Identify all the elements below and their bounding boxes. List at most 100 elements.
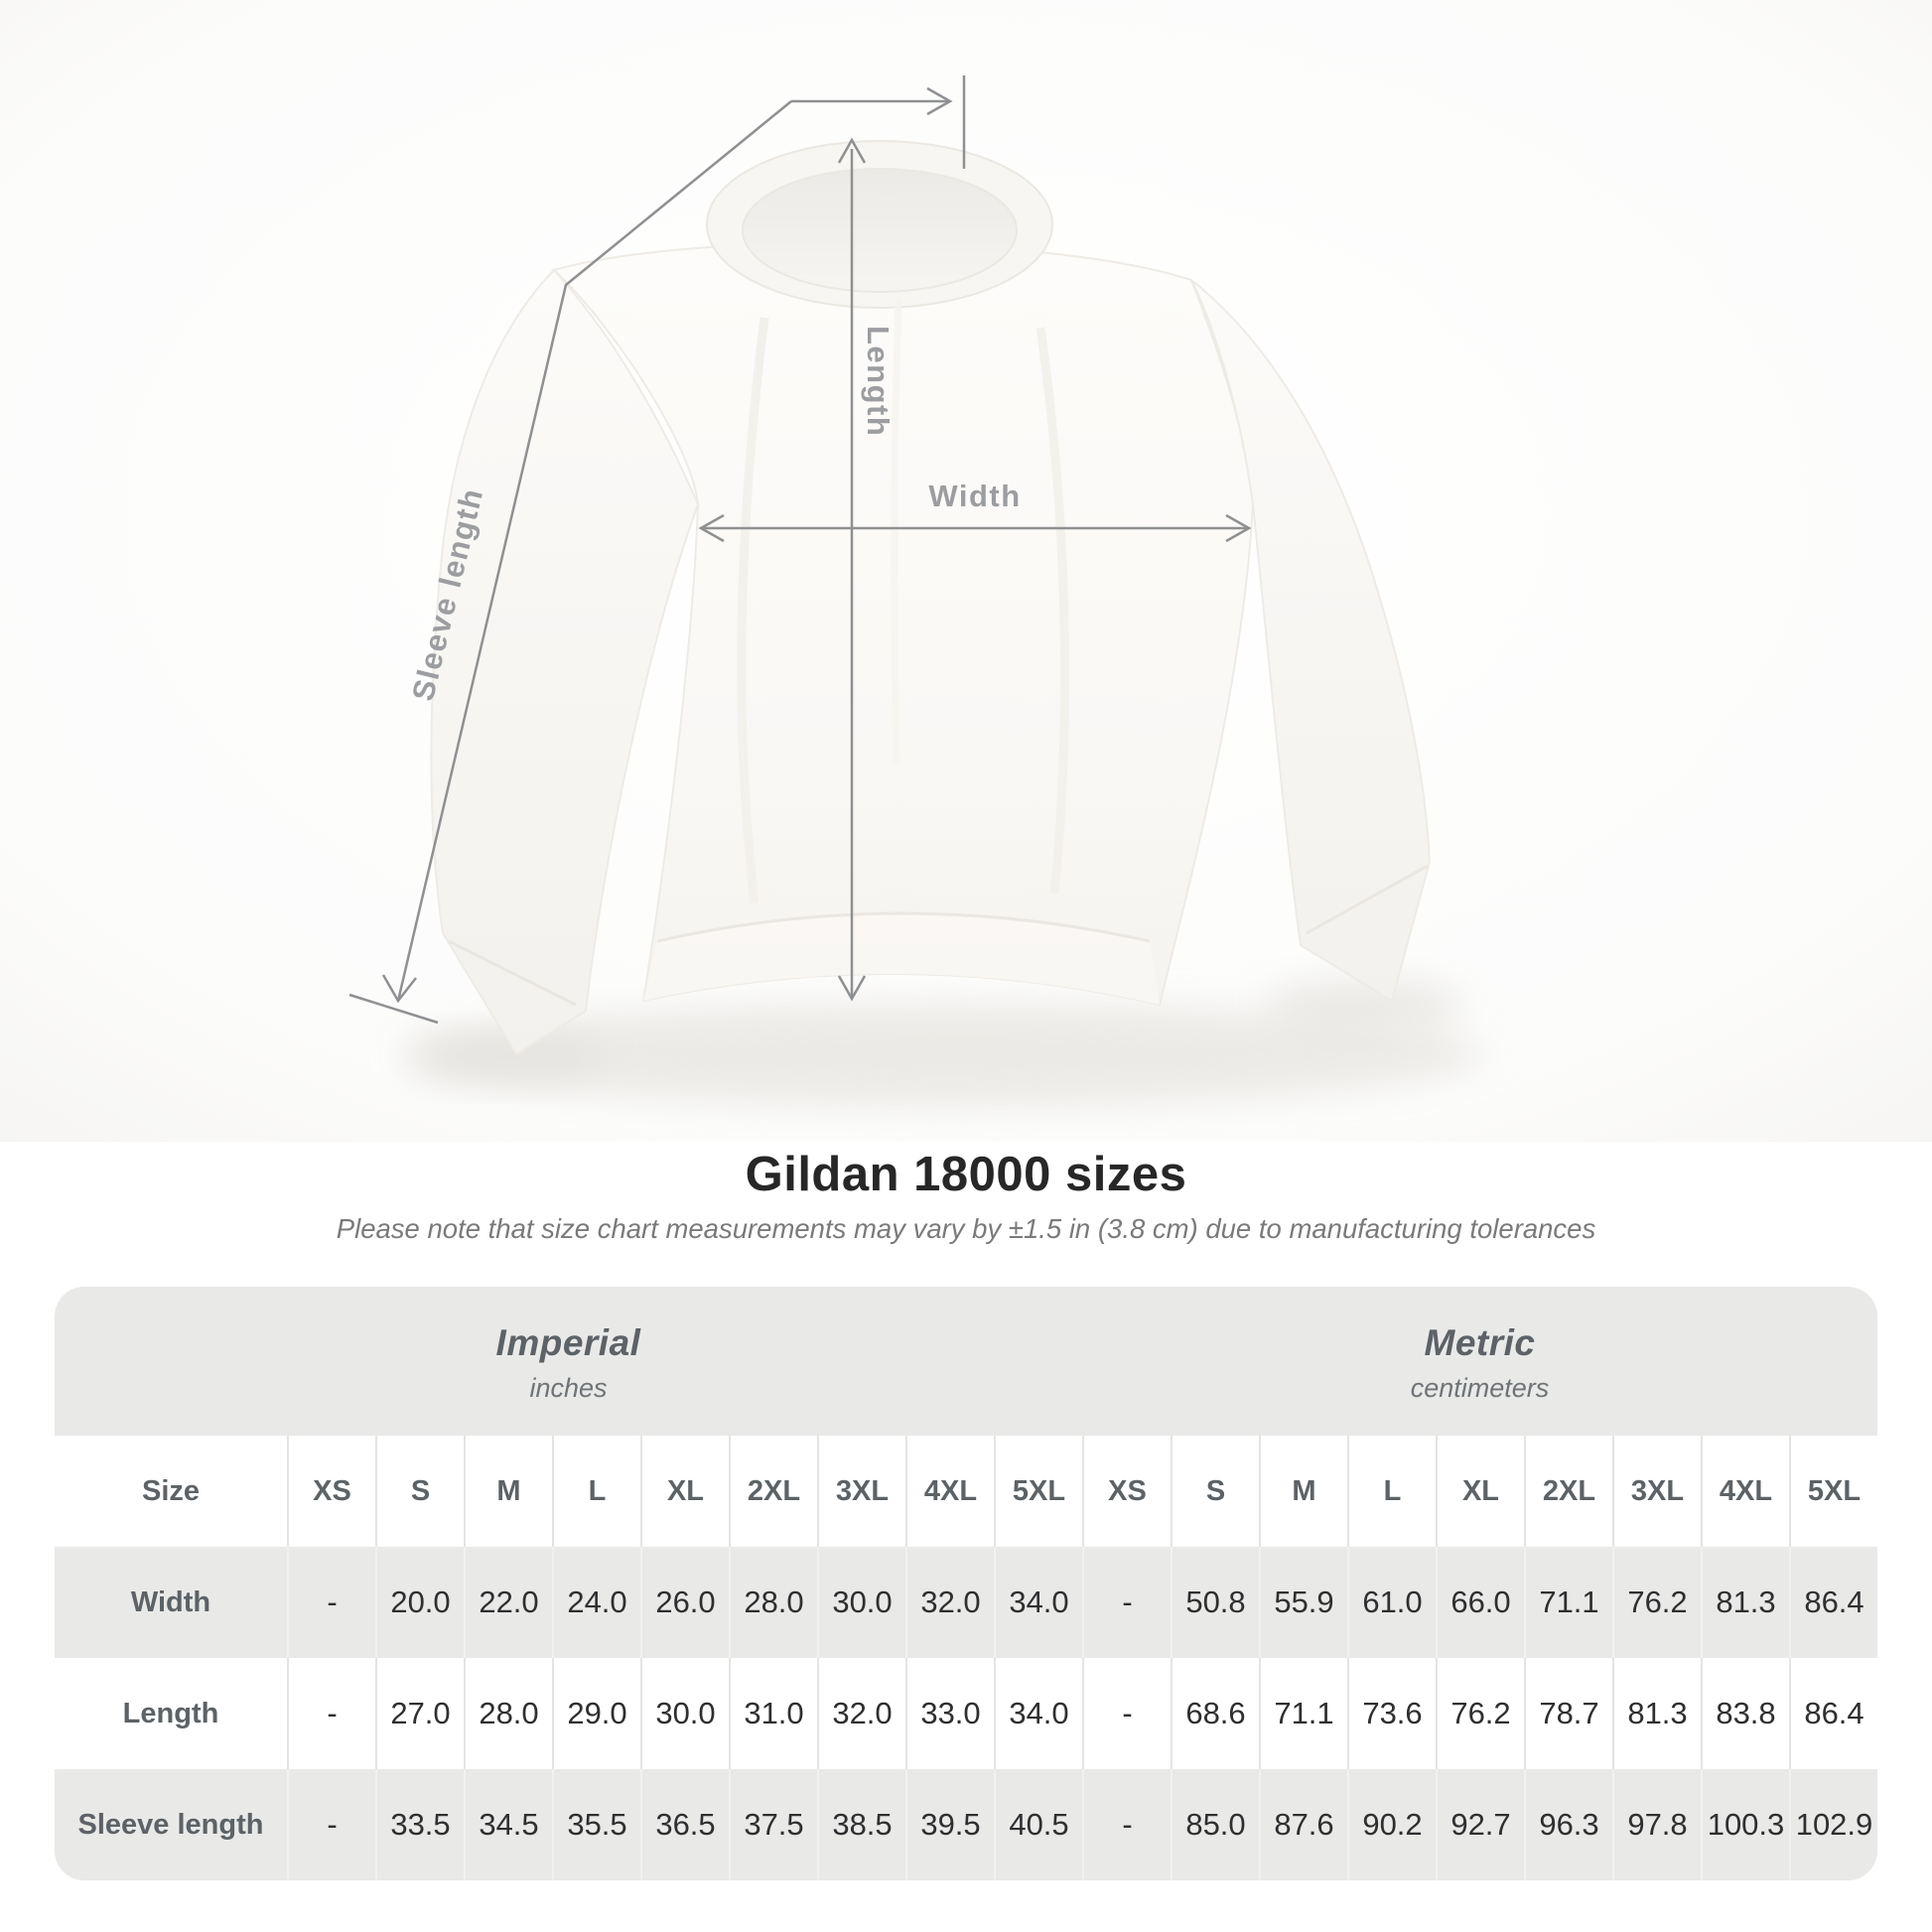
page-title: Gildan 18000 sizes [745,1148,1187,1201]
arrow-down-icon [837,975,867,1002]
value-cell: 28.0 [464,1658,552,1769]
value-cell: 30.0 [640,1658,729,1769]
corner-label: Size [141,1474,201,1507]
value-cell: 35.5 [552,1769,640,1880]
value-cell: 33.5 [375,1769,464,1880]
value-cell: 71.1 [1524,1547,1612,1658]
size-column-header: XS [1082,1436,1171,1547]
value-cell: 55.9 [1259,1547,1347,1658]
value-cell: - [1082,1769,1171,1880]
length-dimension-label: Length [861,326,896,437]
size-column-header: M [1259,1436,1347,1547]
value-cell: 71.1 [1259,1658,1347,1769]
value-cell: 34.5 [464,1769,552,1880]
caption-block: Gildan 18000 sizes Please note that size… [0,1148,1932,1245]
size-column-header: 5XL [1789,1436,1877,1547]
row-label: Length [122,1697,219,1729]
hem-seam [656,911,1151,943]
row-label: Sleeve length [77,1808,264,1841]
value-cell: 85.0 [1171,1769,1259,1880]
value-cell: 92.7 [1436,1769,1524,1880]
width-dimension-line [698,513,1252,543]
value-cell: 76.2 [1612,1547,1701,1658]
measurement-row: Sleeve length -33.5 34.5 35.5 36.5 37.5 38.5 39… [55,1769,1877,1880]
sweatshirt-hem-band [643,913,1160,1005]
size-column-header: 5XL [994,1436,1082,1547]
size-column-header: L [552,1436,640,1547]
size-column-header: S [375,1436,464,1547]
value-cell: 36.5 [640,1769,729,1880]
value-cell: 26.0 [640,1547,729,1658]
value-cell: - [287,1547,375,1658]
value-cell: 81.3 [1612,1658,1701,1769]
imperial-subheading: inches [529,1373,608,1403]
size-column-header: XL [1436,1436,1524,1547]
value-cell: 73.6 [1347,1658,1436,1769]
value-cell: 24.0 [552,1547,640,1658]
length-dimension-line [837,137,867,1002]
value-cell: 86.4 [1789,1547,1877,1658]
size-column-header: 3XL [817,1436,905,1547]
size-column-header: 2XL [729,1436,817,1547]
value-cell: 32.0 [817,1658,905,1769]
value-cell: - [287,1769,375,1880]
value-cell: 90.2 [1347,1769,1436,1880]
size-column-header: XL [640,1436,729,1547]
size-column-header: 3XL [1612,1436,1701,1547]
row-label: Width [130,1586,211,1618]
value-cell: 96.3 [1524,1769,1612,1880]
arrow-right-icon [1225,513,1252,543]
value-cell: 20.0 [375,1547,464,1658]
value-cell: 83.8 [1701,1658,1789,1769]
size-column-header: 4XL [905,1436,994,1547]
arrow-right-icon [926,86,953,116]
value-cell: 27.0 [375,1658,464,1769]
size-column-header: L [1347,1436,1436,1547]
value-cell: 86.4 [1789,1658,1877,1769]
fabric-folds [737,297,1070,904]
value-cell: 97.8 [1612,1769,1701,1880]
value-cell: 68.6 [1171,1658,1259,1769]
arrow-up-icon [837,137,867,164]
imperial-heading: Imperial [495,1322,641,1363]
size-table: Imperial inches Metric centimeters Size X… [55,1287,1877,1880]
value-cell: - [1082,1547,1171,1658]
value-cell: 66.0 [1436,1547,1524,1658]
product-photo: Length Width Sleeve length [0,0,1932,1142]
unit-header-row: Imperial inches Metric centimeters [55,1287,1877,1436]
measurement-row: Width -20.0 22.0 24.0 26.0 28.0 30.0 32.0 34.0-5… [55,1547,1877,1658]
metric-unit-group: Metric centimeters [1082,1287,1877,1436]
value-cell: - [1082,1658,1171,1769]
dimension-lines [348,75,1252,1025]
value-cell: 31.0 [729,1658,817,1769]
value-cell: 29.0 [552,1658,640,1769]
sleeve-dimension-line [348,75,966,1025]
value-cell: 33.0 [905,1658,994,1769]
value-cell: 34.0 [994,1547,1082,1658]
tolerance-note: Please note that size chart measurements… [336,1213,1596,1244]
size-column-header: 2XL [1524,1436,1612,1547]
garment-shadow [402,979,1484,1106]
width-dimension-label: Width [928,479,1021,513]
value-cell: 100.3 [1701,1769,1789,1880]
sweatshirt [430,140,1432,1056]
metric-heading: Metric [1424,1322,1536,1363]
measurement-row: Length -27.0 28.0 29.0 30.0 31.0 32.0 33.0 34.0-… [55,1658,1877,1769]
value-cell: 81.3 [1701,1547,1789,1658]
value-cell: 39.5 [905,1769,994,1880]
sweatshirt-left-sleeve [430,268,700,1056]
size-column-header: XS [287,1436,375,1547]
value-cell: 102.9 [1789,1769,1877,1880]
size-column-header: S [1171,1436,1259,1547]
collar-ribbing [706,140,1054,309]
imperial-unit-group: Imperial inches [55,1287,1082,1436]
value-cell: 50.8 [1171,1547,1259,1658]
value-cell: 32.0 [905,1547,994,1658]
value-cell: 87.6 [1259,1769,1347,1880]
sweatshirt-right-sleeve [1190,279,1432,1003]
measurement-diagram: Length Width Sleeve length [0,0,1932,1142]
value-cell: 37.5 [729,1769,817,1880]
value-cell: 38.5 [817,1769,905,1880]
arrow-left-icon [698,513,725,543]
value-cell: 40.5 [994,1769,1082,1880]
